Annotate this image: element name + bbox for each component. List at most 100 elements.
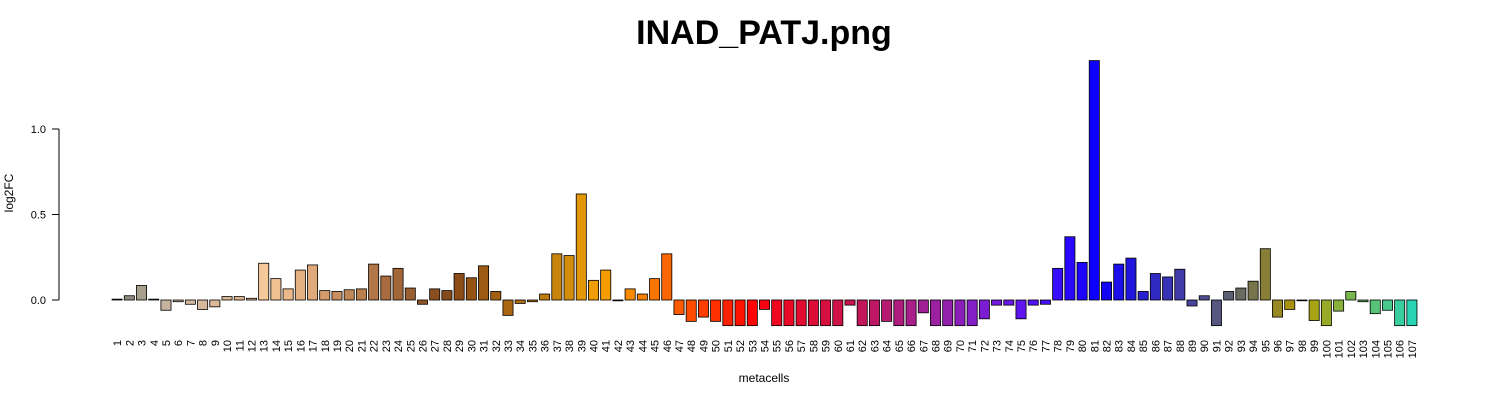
x-tick-label: 77	[1040, 340, 1052, 352]
x-tick-label: 54	[760, 340, 772, 352]
x-tick-label: 20	[344, 340, 356, 352]
bar-30	[465, 277, 477, 301]
x-tick-label: 42	[613, 340, 625, 352]
x-tick-label: 11	[234, 340, 246, 351]
y-axis-label: log2FC	[2, 173, 16, 212]
bar-32	[490, 291, 502, 301]
x-tick-label: 24	[393, 340, 405, 352]
bar-38	[563, 255, 575, 301]
bar-60	[832, 299, 844, 327]
x-tick-label: 31	[479, 340, 491, 352]
bar-101	[1333, 299, 1345, 312]
x-tick-label: 94	[1248, 340, 1260, 352]
x-tick-label: 14	[271, 340, 283, 352]
x-tick-label: 2	[124, 340, 136, 346]
x-tick-label: 18	[320, 340, 332, 352]
x-tick-label: 79	[1065, 340, 1077, 352]
bar-100	[1320, 299, 1332, 327]
bar-77	[1039, 299, 1051, 305]
bar-17	[307, 264, 319, 301]
bar-83	[1113, 263, 1125, 301]
bar-62	[856, 299, 868, 327]
bar-1	[111, 298, 123, 301]
x-tick-label: 35	[527, 340, 539, 352]
bar-98	[1296, 299, 1308, 302]
bar-88	[1174, 268, 1186, 301]
bar-79	[1064, 236, 1076, 301]
bar-16	[294, 269, 306, 301]
x-tick-label: 61	[845, 340, 857, 352]
x-tick-label: 67	[918, 340, 930, 352]
y-tick-label: 0.5	[31, 210, 46, 222]
x-tick-label: 9	[210, 340, 222, 346]
bar-15	[282, 288, 294, 301]
x-tick-label: 49	[698, 340, 710, 352]
x-tick-label: 68	[931, 340, 943, 352]
x-tick-label: 26	[417, 340, 429, 352]
bar-87	[1162, 276, 1174, 301]
bar-58	[807, 299, 819, 327]
x-tick-label: 101	[1334, 340, 1346, 358]
x-tick-label: 73	[992, 340, 1004, 352]
bar-104	[1369, 299, 1381, 315]
bar-48	[685, 299, 697, 322]
bar-85	[1137, 291, 1149, 301]
bar-7	[184, 299, 196, 305]
x-tick-label: 70	[955, 340, 967, 352]
x-tick-label: 38	[564, 340, 576, 352]
bar-28	[441, 290, 453, 301]
x-tick-label: 1	[112, 340, 124, 346]
bar-94	[1247, 280, 1259, 301]
x-tick-label: 19	[332, 340, 344, 352]
bar-75	[1015, 299, 1027, 320]
bar-90	[1198, 295, 1210, 301]
bar-5	[160, 299, 172, 311]
bar-84	[1125, 257, 1137, 301]
x-tick-label: 15	[283, 340, 295, 352]
x-tick-label: 66	[906, 340, 918, 352]
x-tick-label: 12	[246, 340, 258, 352]
bar-11	[233, 296, 245, 301]
x-tick-label: 100	[1321, 340, 1333, 358]
bar-37	[551, 253, 563, 301]
bar-71	[966, 299, 978, 327]
bar-57	[795, 299, 807, 327]
bar-49	[697, 299, 709, 318]
bar-52	[734, 299, 746, 327]
x-tick-label: 23	[381, 340, 393, 352]
x-tick-label: 27	[430, 340, 442, 352]
bar-78	[1052, 267, 1064, 301]
x-tick-labels: 1 2 3 4 5 6 7 8 9 10 11 12 13 14 15 16 17 18 19 20 21 22 23 24 2…	[112, 340, 1419, 358]
bar-13	[258, 262, 270, 301]
bar-29	[453, 273, 465, 301]
bar-2	[123, 295, 135, 301]
bar-91	[1210, 299, 1222, 327]
x-tick-label: 107	[1407, 340, 1419, 358]
x-tick-label: 97	[1285, 340, 1297, 352]
bar-95	[1259, 248, 1271, 301]
x-tick-label: 65	[894, 340, 906, 352]
bar-24	[392, 267, 404, 301]
x-tick-label: 53	[747, 340, 759, 352]
bar-54	[759, 299, 770, 310]
x-tick-label: 16	[295, 340, 307, 352]
x-tick-label: 46	[662, 340, 674, 352]
bar-82	[1101, 281, 1112, 301]
x-tick-label: 75	[1016, 340, 1028, 352]
x-tick-label: 87	[1163, 340, 1175, 352]
bar-107	[1406, 299, 1418, 327]
bar-106	[1394, 299, 1406, 327]
bar-42	[612, 299, 624, 302]
bar-68	[930, 299, 941, 327]
bar-10	[221, 296, 233, 301]
bar-50	[710, 299, 722, 322]
bar-56	[783, 299, 795, 327]
x-tick-label: 89	[1187, 340, 1199, 352]
bar-36	[539, 293, 551, 301]
bar-73	[991, 299, 1003, 306]
x-tick-label: 104	[1370, 340, 1382, 358]
x-tick-label: 4	[149, 340, 161, 346]
y-tick-label: 0.0	[31, 295, 46, 307]
x-tick-label: 7	[185, 340, 197, 346]
x-tick-label: 69	[943, 340, 955, 352]
